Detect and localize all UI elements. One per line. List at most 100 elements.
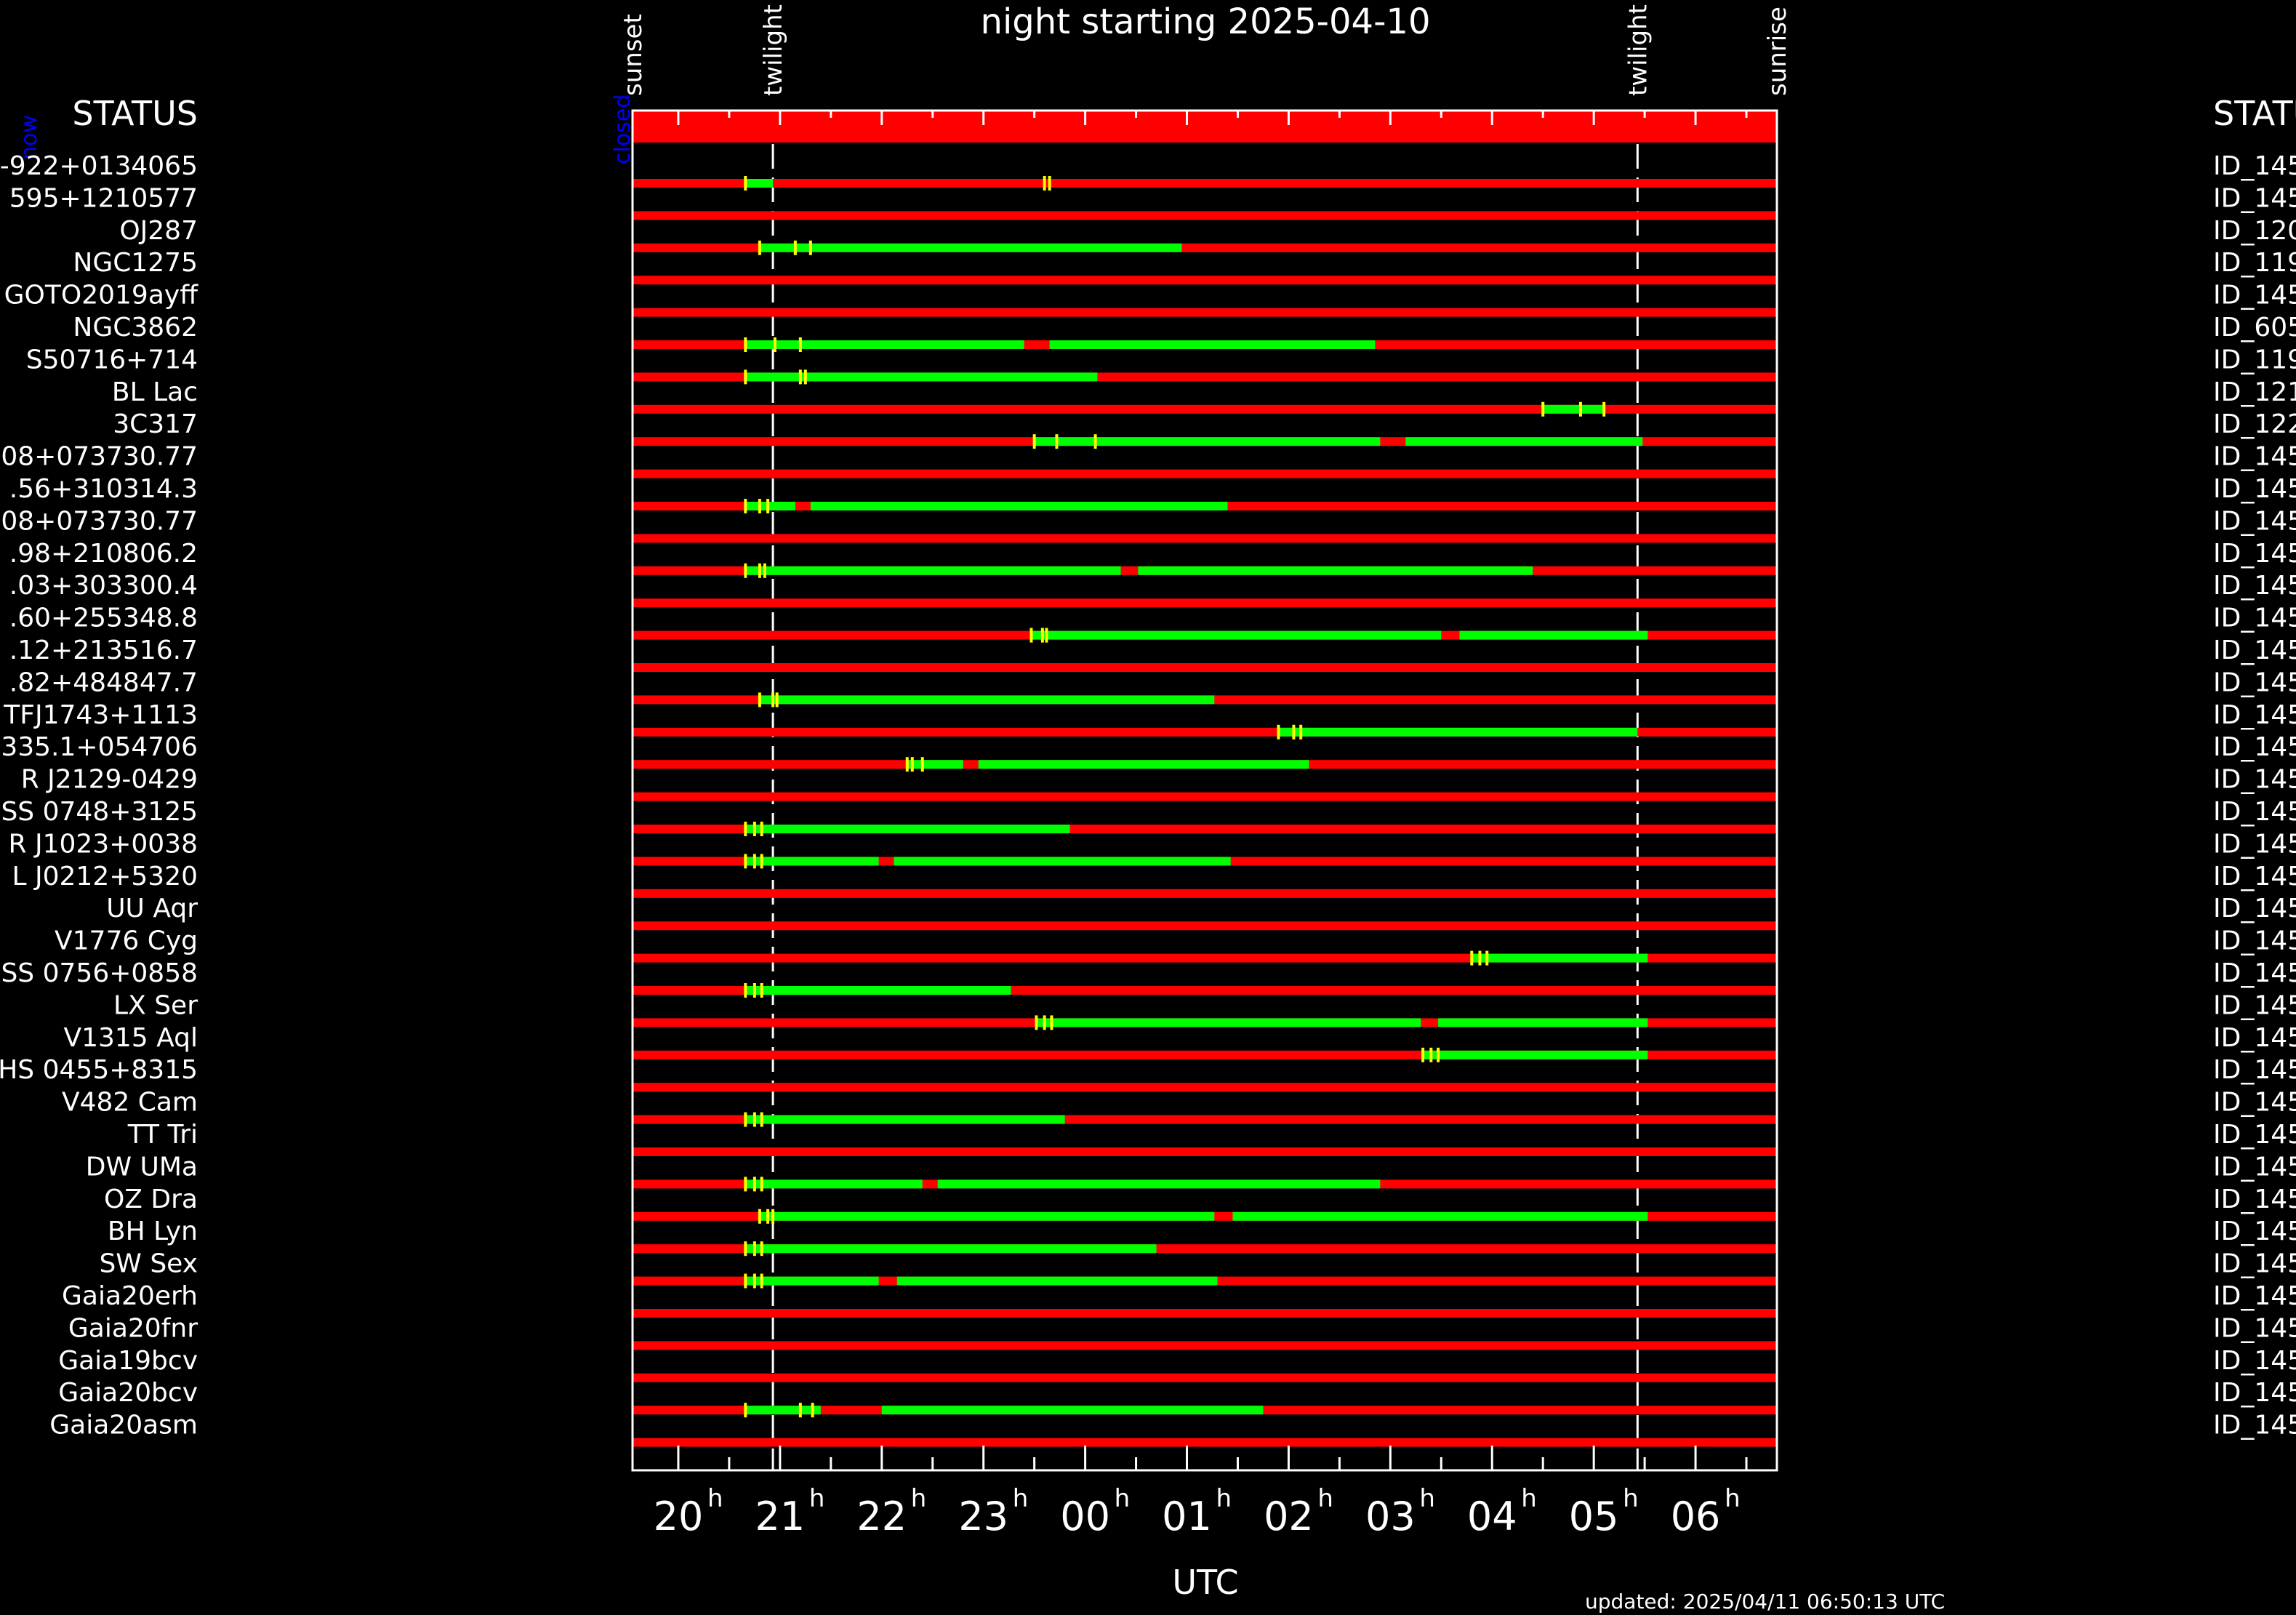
window-marker <box>1485 950 1489 966</box>
window-marker <box>760 1241 763 1257</box>
target-row: -922+0134065 ID_145 <box>0 151 2296 191</box>
target-row: .82+484847.7 ID_145 <box>9 668 2296 708</box>
status-bar-label: closed <box>610 95 635 164</box>
window-marker <box>752 854 756 869</box>
target-name: LX Ser <box>113 990 198 1020</box>
window-marker <box>752 822 756 836</box>
target-id: ID_145 <box>2213 797 2296 827</box>
target-row: Gaia20fnr ID_145 <box>68 1313 2296 1350</box>
target-id: ID_145 <box>2213 474 2296 504</box>
x-tick-unit: h <box>911 1484 927 1513</box>
target-id: ID_145 <box>2213 1249 2296 1279</box>
chart-title: night starting 2025-04-10 <box>981 1 1431 42</box>
x-tick-unit: h <box>1216 1484 1232 1513</box>
target-name: Gaia20fnr <box>68 1313 198 1343</box>
target-id: ID_145 <box>2213 958 2296 988</box>
unobservable-bar <box>633 1083 1777 1092</box>
window-marker <box>1029 628 1033 643</box>
observable-segment <box>745 1115 1065 1124</box>
target-name: TFJ1743+1113 <box>3 700 198 730</box>
window-marker <box>771 692 775 708</box>
target-name: SW Sex <box>99 1249 198 1279</box>
event-label-twilight-1: twilight <box>759 4 788 96</box>
observable-segment <box>759 243 1182 252</box>
window-marker <box>763 563 766 578</box>
observable-segment <box>810 502 1228 510</box>
x-tick-label: 01 <box>1162 1494 1212 1539</box>
target-id: ID_605 <box>2213 313 2296 342</box>
window-marker <box>752 983 756 998</box>
target-row: UU Aqr ID_145 <box>106 894 2296 931</box>
target-id: ID_145 <box>2213 1023 2296 1053</box>
target-row: V1315 Aql ID_145 <box>63 1023 2296 1062</box>
target-id: ID_145 <box>2213 636 2296 665</box>
target-name: .98+210806.2 <box>9 539 198 569</box>
window-marker <box>1032 434 1036 449</box>
target-name: V1315 Aql <box>63 1023 198 1053</box>
target-row: R J2129-0429 ID_145 <box>21 765 2296 801</box>
target-name: Gaia19bcv <box>58 1346 198 1376</box>
unobservable-bar <box>633 1341 1777 1350</box>
target-id: ID_145 <box>2213 1217 2296 1246</box>
target-name: SS 0756+0858 <box>1 958 198 988</box>
observable-segment <box>1232 1211 1648 1221</box>
target-row: S50716+714 ID_119 <box>26 345 2296 385</box>
observable-segment <box>1049 340 1376 349</box>
x-tick-unit: h <box>1725 1484 1741 1513</box>
target-name: BH Lyn <box>108 1217 198 1246</box>
window-marker <box>744 337 747 352</box>
target-id: ID_145 <box>2213 926 2296 956</box>
event-label-sunset-0: sunset <box>619 14 648 96</box>
target-name: NGC1275 <box>73 248 198 278</box>
x-tick-unit: h <box>1317 1484 1333 1513</box>
target-id: ID_145 <box>2213 571 2296 601</box>
x-tick-label: 06 <box>1671 1494 1721 1539</box>
target-id: ID_145 <box>2213 1281 2296 1311</box>
window-marker <box>775 692 779 708</box>
target-name: V482 Cam <box>62 1088 198 1118</box>
observable-segment <box>907 760 963 769</box>
target-name: R J1023+0038 <box>9 829 198 859</box>
target-name: SS 0748+3125 <box>1 797 198 827</box>
observable-segment <box>1543 404 1605 414</box>
target-name: 595+1210577 <box>9 183 198 213</box>
unobservable-bar <box>633 308 1777 317</box>
window-marker <box>744 1273 747 1289</box>
x-tick-label: 04 <box>1467 1494 1517 1539</box>
window-marker <box>1421 1047 1425 1062</box>
window-marker <box>744 1403 747 1418</box>
observable-segment <box>745 986 1011 995</box>
x-tick-label: 00 <box>1060 1494 1110 1539</box>
observable-segment <box>759 1211 1215 1221</box>
window-marker <box>760 1112 763 1127</box>
left-status-header: STATUS <box>72 94 198 133</box>
window-marker <box>1602 401 1606 417</box>
target-row: SW Sex ID_145 <box>99 1249 2296 1289</box>
observable-segment <box>978 760 1309 769</box>
observable-segment <box>881 1406 1264 1415</box>
observable-segment <box>745 1244 1157 1254</box>
updated-timestamp: updated: 2025/04/11 06:50:13 UTC <box>1585 1590 1945 1614</box>
unobservable-bar <box>633 1309 1777 1318</box>
observable-segment <box>745 340 1024 349</box>
unobservable-bar <box>633 469 1777 478</box>
observable-segment <box>1438 1018 1648 1027</box>
target-row: Gaia20bcv ID_145 <box>58 1378 2296 1418</box>
target-row: HS 0455+8315 ID_145 <box>0 1055 2296 1092</box>
target-id: ID_145 <box>2213 1378 2296 1408</box>
target-row: V1776 Cyg ID_145 <box>55 926 2296 966</box>
target-row: .03+303300.4 ID_145 <box>9 571 2296 608</box>
x-tick-unit: h <box>1115 1484 1131 1513</box>
target-row: 08+073730.77 ID_145 <box>1 442 2296 478</box>
x-tick-unit: h <box>809 1484 825 1513</box>
window-marker <box>758 563 761 578</box>
observable-segment <box>745 502 795 510</box>
window-marker <box>1437 1047 1440 1062</box>
target-row: Gaia20asm ID_145 <box>49 1411 2296 1447</box>
window-marker <box>771 1209 775 1224</box>
x-tick-unit: h <box>1013 1484 1029 1513</box>
target-row: LX Ser ID_145 <box>113 990 2296 1030</box>
target-id: ID_120 <box>2213 216 2296 246</box>
x-tick-label: 23 <box>958 1494 1008 1539</box>
unobservable-bar <box>633 792 1777 801</box>
